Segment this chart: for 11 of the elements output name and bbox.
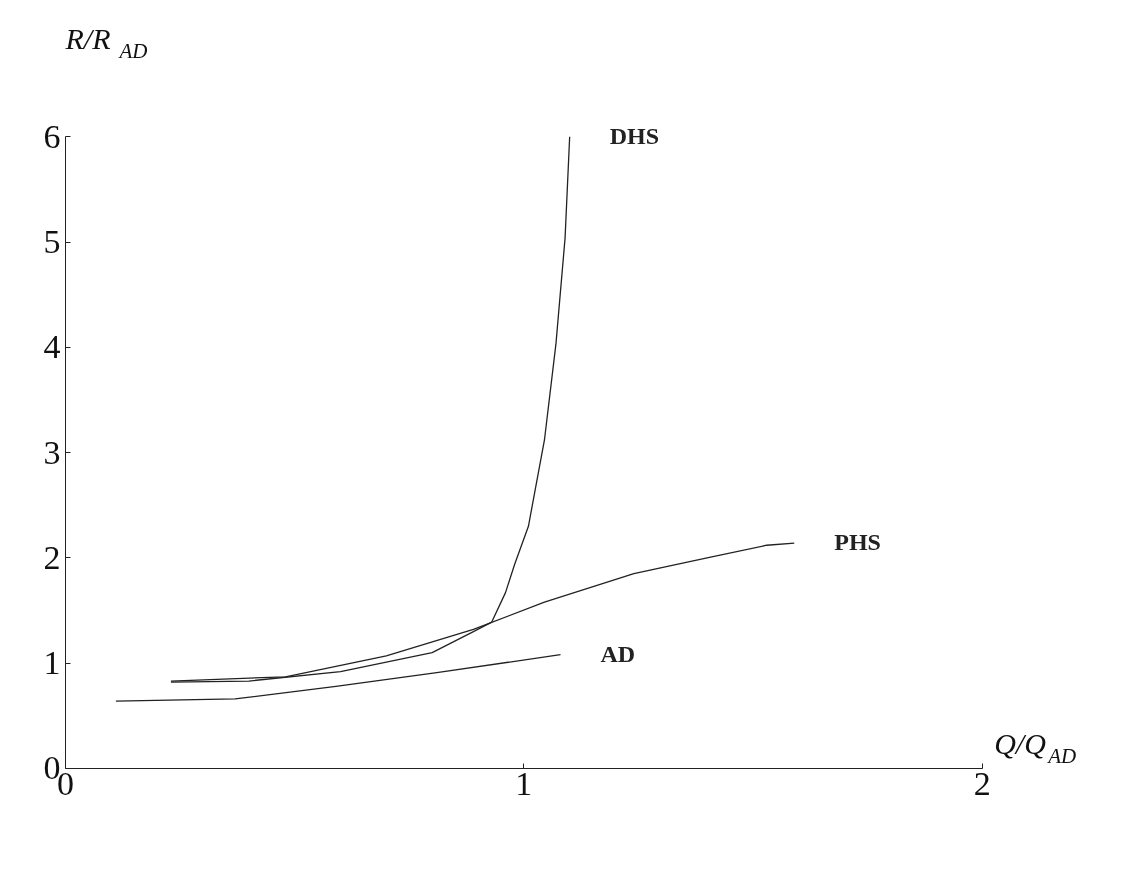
y-tick-label: 1 <box>43 644 61 682</box>
series-label: PHS <box>834 529 881 556</box>
y-tick-label: 2 <box>43 538 61 576</box>
y-tick-label: 4 <box>43 328 61 366</box>
series-label: DHS <box>609 122 660 149</box>
y-tick-label: 5 <box>43 223 61 261</box>
y-tick-label: 6 <box>43 117 61 155</box>
x-tick-label: 1 <box>515 765 533 803</box>
series-label: AD <box>600 640 636 667</box>
y-tick-label: 3 <box>43 433 61 471</box>
x-tick-label: 2 <box>973 765 991 803</box>
